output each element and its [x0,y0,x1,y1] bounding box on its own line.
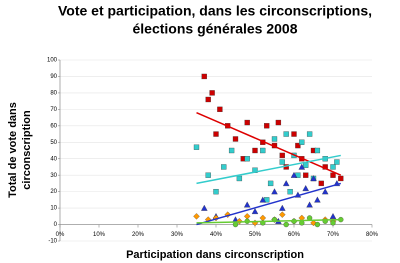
point [314,221,321,228]
point [193,144,200,150]
point [283,131,289,137]
point [201,73,207,80]
point [271,136,278,142]
point [314,147,321,154]
x-tick-label: 20% [132,232,145,238]
point [303,172,309,178]
point [251,208,259,215]
point [287,188,293,195]
y-tick-label: 80 [50,90,57,96]
point [306,201,313,208]
point [314,196,321,203]
chart-title: Vote et participation, dans les circonsc… [58,3,372,19]
point [275,119,282,126]
point [298,163,306,170]
point [259,214,267,222]
point [205,172,211,178]
chart-title: élections générales 2008 [133,21,298,37]
point [321,188,329,195]
point [244,156,250,162]
point [334,159,340,165]
point [244,119,250,126]
point [290,171,298,178]
x-tick-label: 60% [288,232,301,238]
point [299,139,305,145]
point [330,164,336,170]
point [279,152,285,159]
point [213,131,219,137]
trend-line [196,182,342,226]
point [329,213,337,219]
point [267,180,274,187]
point [279,211,286,218]
point [243,213,251,220]
y-tick-label: 100 [47,58,58,64]
y-axis-label: circonscription [21,110,33,190]
point [306,131,313,137]
x-tick-label: 80% [366,232,379,238]
y-tick-label: 0 [54,222,58,228]
point [318,180,324,187]
point [279,204,286,211]
y-tick-label: -10 [48,239,57,245]
point [302,185,309,191]
point [221,164,227,170]
point [310,175,317,182]
point [260,147,266,154]
point [243,201,251,208]
point [232,136,239,142]
point [259,196,267,203]
point [205,96,211,103]
point [228,147,235,154]
y-tick-label: 50 [50,140,57,146]
x-tick-label: 30% [171,232,184,238]
point [291,131,297,137]
y-tick-label: 70 [50,107,57,113]
y-tick-label: 90 [50,74,57,80]
x-tick-label: 10% [93,232,106,238]
x-tick-label: 70% [327,232,340,238]
point [236,175,243,182]
point [201,204,208,211]
point [295,142,301,149]
y-tick-label: 10 [50,206,57,212]
trend-line [196,154,341,185]
y-tick-label: 20 [50,189,57,195]
point [271,188,278,195]
point [264,123,270,129]
point [252,147,258,154]
point [303,162,309,168]
x-tick-label: 50% [249,232,262,238]
x-tick-label: 40% [210,232,223,238]
point [338,175,344,182]
point [209,90,215,96]
point [282,180,290,187]
y-tick-label: 30 [50,173,57,179]
x-axis-label: Participation dans circonscription [126,249,304,261]
point [193,213,200,220]
point [330,220,336,226]
point [330,172,336,178]
y-tick-label: 40 [50,156,57,162]
point [213,188,219,195]
y-tick-label: 60 [50,123,57,129]
point [217,106,223,113]
y-axis-label: Total de vote dans [7,102,19,198]
point [283,221,289,228]
point [279,159,285,165]
trend-line [196,111,342,176]
trend-line [196,218,341,224]
